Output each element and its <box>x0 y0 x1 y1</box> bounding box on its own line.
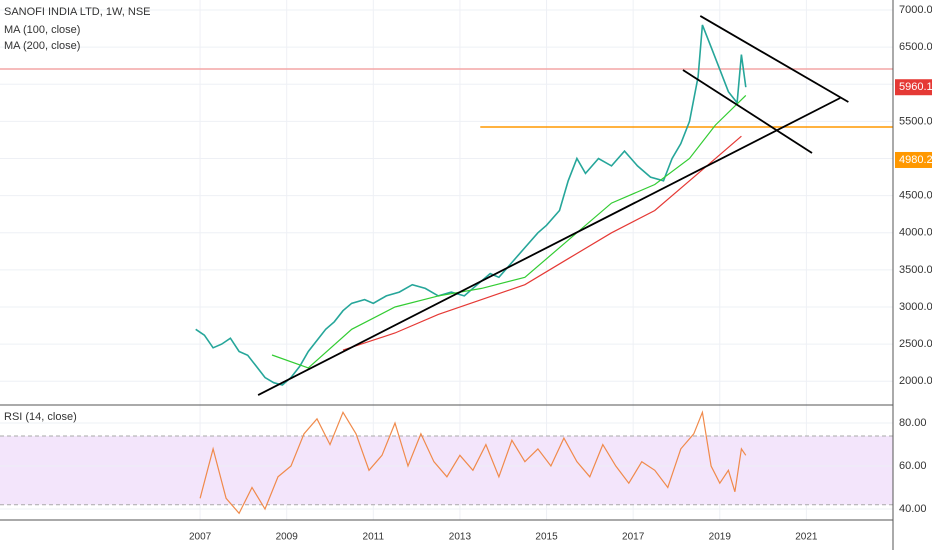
y-tick-label: 40.00 <box>899 503 927 515</box>
y-tick-label: 2000.00 <box>899 375 932 387</box>
x-tick-label: 2011 <box>363 532 385 543</box>
x-tick-label: 2013 <box>449 532 472 543</box>
y-tick-label: 7000.00 <box>899 4 932 16</box>
pane-title: SANOFI INDIA LTD, 1W, NSE <box>4 6 151 18</box>
y-tick-label: 60.00 <box>899 460 927 472</box>
x-tick-label: 2021 <box>795 532 818 543</box>
x-tick-label: 2019 <box>709 532 732 543</box>
y-tick-label: 3000.00 <box>899 301 932 313</box>
legend-entry: MA (100, close) <box>4 24 80 36</box>
y-tick-label: 4500.00 <box>899 190 932 202</box>
legend-entry: MA (200, close) <box>4 40 80 52</box>
x-tick-label: 2009 <box>276 532 299 543</box>
price-label-box <box>895 79 932 96</box>
series-line <box>199 410 747 515</box>
series-line <box>342 135 742 351</box>
trend-line <box>257 97 841 396</box>
rsi-band <box>0 435 893 505</box>
y-tick-label: 3500.00 <box>899 264 932 276</box>
x-tick-label: 2015 <box>535 532 558 543</box>
pane-title: RSI (14, close) <box>4 411 77 423</box>
price-label-box <box>895 151 932 168</box>
trend-line <box>699 15 849 103</box>
y-tick-label: 2500.00 <box>899 338 932 350</box>
trend-line <box>682 69 813 154</box>
price-label: 4980.20 <box>899 154 932 166</box>
y-tick-label: 4000.00 <box>899 227 932 239</box>
price-label: 5960.10 <box>899 81 932 93</box>
x-tick-label: 2017 <box>622 532 645 543</box>
y-tick-label: 6500.00 <box>899 41 932 53</box>
x-tick-label: 2007 <box>189 532 212 543</box>
series-line <box>271 94 747 369</box>
y-tick-label: 80.00 <box>899 417 927 429</box>
y-tick-label: 5500.00 <box>899 115 932 127</box>
